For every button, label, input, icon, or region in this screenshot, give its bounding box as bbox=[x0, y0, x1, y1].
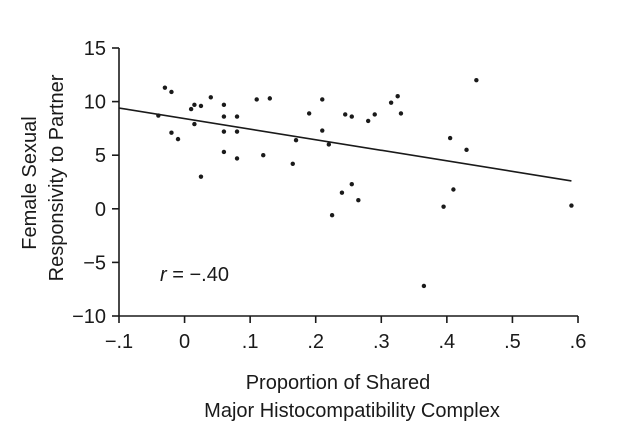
trend-line bbox=[118, 107, 572, 182]
data-point bbox=[221, 102, 227, 108]
x-tick-label: −.1 bbox=[105, 331, 133, 353]
data-point bbox=[326, 142, 332, 147]
x-tick-label: .5 bbox=[504, 331, 521, 353]
data-point bbox=[293, 137, 299, 143]
data-point bbox=[198, 174, 204, 179]
data-point bbox=[569, 203, 574, 208]
data-point bbox=[192, 121, 197, 127]
data-point bbox=[356, 198, 361, 203]
axes bbox=[118, 48, 578, 317]
x-axis-title-line-2: Major Histocompatibility Complex bbox=[204, 400, 500, 422]
data-point bbox=[192, 102, 197, 108]
data-point bbox=[474, 77, 479, 83]
data-point bbox=[372, 112, 377, 117]
data-point bbox=[320, 128, 325, 133]
r-value: = −.40 bbox=[167, 264, 229, 286]
y-tick-label: 10 bbox=[84, 92, 106, 114]
x-tick-label: .6 bbox=[570, 331, 587, 353]
data-point bbox=[320, 97, 325, 102]
r-annotation: r = −.40 bbox=[160, 264, 229, 286]
x-tick-label: .2 bbox=[307, 331, 324, 353]
data-point bbox=[267, 96, 273, 101]
data-point bbox=[365, 118, 371, 124]
data-point bbox=[339, 190, 345, 195]
data-point bbox=[447, 135, 453, 141]
y-tick-label: 15 bbox=[84, 38, 106, 60]
data-point bbox=[349, 181, 354, 187]
y-tick-label: −5 bbox=[83, 252, 106, 274]
data-point bbox=[234, 114, 240, 119]
y-axis-title-line-1: Female Sexual bbox=[19, 116, 41, 249]
x-ticks: −.1 0 .1 .2 .3 .4 .5 .6 bbox=[105, 316, 587, 353]
data-point bbox=[388, 100, 394, 105]
y-ticks: −10 −5 0 5 10 15 bbox=[72, 38, 119, 328]
x-tick-label: .1 bbox=[242, 331, 259, 353]
data-point bbox=[421, 283, 427, 289]
data-point bbox=[169, 89, 174, 95]
data-point bbox=[175, 136, 181, 142]
x-axis-title-line-1: Proportion of Shared bbox=[246, 372, 431, 394]
y-axis-title-line-2: Responsivity to Partner bbox=[46, 74, 68, 281]
data-point bbox=[198, 103, 204, 109]
data-point bbox=[329, 213, 335, 218]
r-symbol: r bbox=[160, 264, 168, 286]
data-point bbox=[349, 114, 354, 119]
data-points bbox=[156, 77, 574, 289]
data-point bbox=[395, 94, 400, 99]
x-tick-label: .3 bbox=[373, 331, 390, 353]
x-tick-label: .4 bbox=[439, 331, 456, 353]
data-point bbox=[162, 85, 168, 90]
y-tick-label: 0 bbox=[95, 199, 106, 221]
data-point bbox=[221, 114, 227, 119]
data-point bbox=[188, 106, 194, 112]
data-point bbox=[221, 129, 227, 134]
data-point bbox=[306, 111, 312, 116]
data-point bbox=[234, 129, 240, 134]
data-point bbox=[221, 149, 227, 155]
data-point bbox=[441, 204, 446, 209]
data-point bbox=[261, 153, 266, 158]
y-tick-label: −10 bbox=[72, 306, 106, 328]
data-point bbox=[254, 97, 259, 102]
data-point bbox=[208, 95, 213, 100]
data-point bbox=[234, 156, 240, 161]
y-tick-label: 5 bbox=[95, 145, 106, 167]
data-point bbox=[398, 111, 404, 116]
data-point bbox=[169, 130, 174, 135]
data-point bbox=[451, 187, 456, 192]
data-point bbox=[343, 112, 348, 117]
data-point bbox=[290, 161, 295, 166]
x-tick-label: 0 bbox=[179, 331, 190, 353]
data-point bbox=[464, 147, 469, 153]
